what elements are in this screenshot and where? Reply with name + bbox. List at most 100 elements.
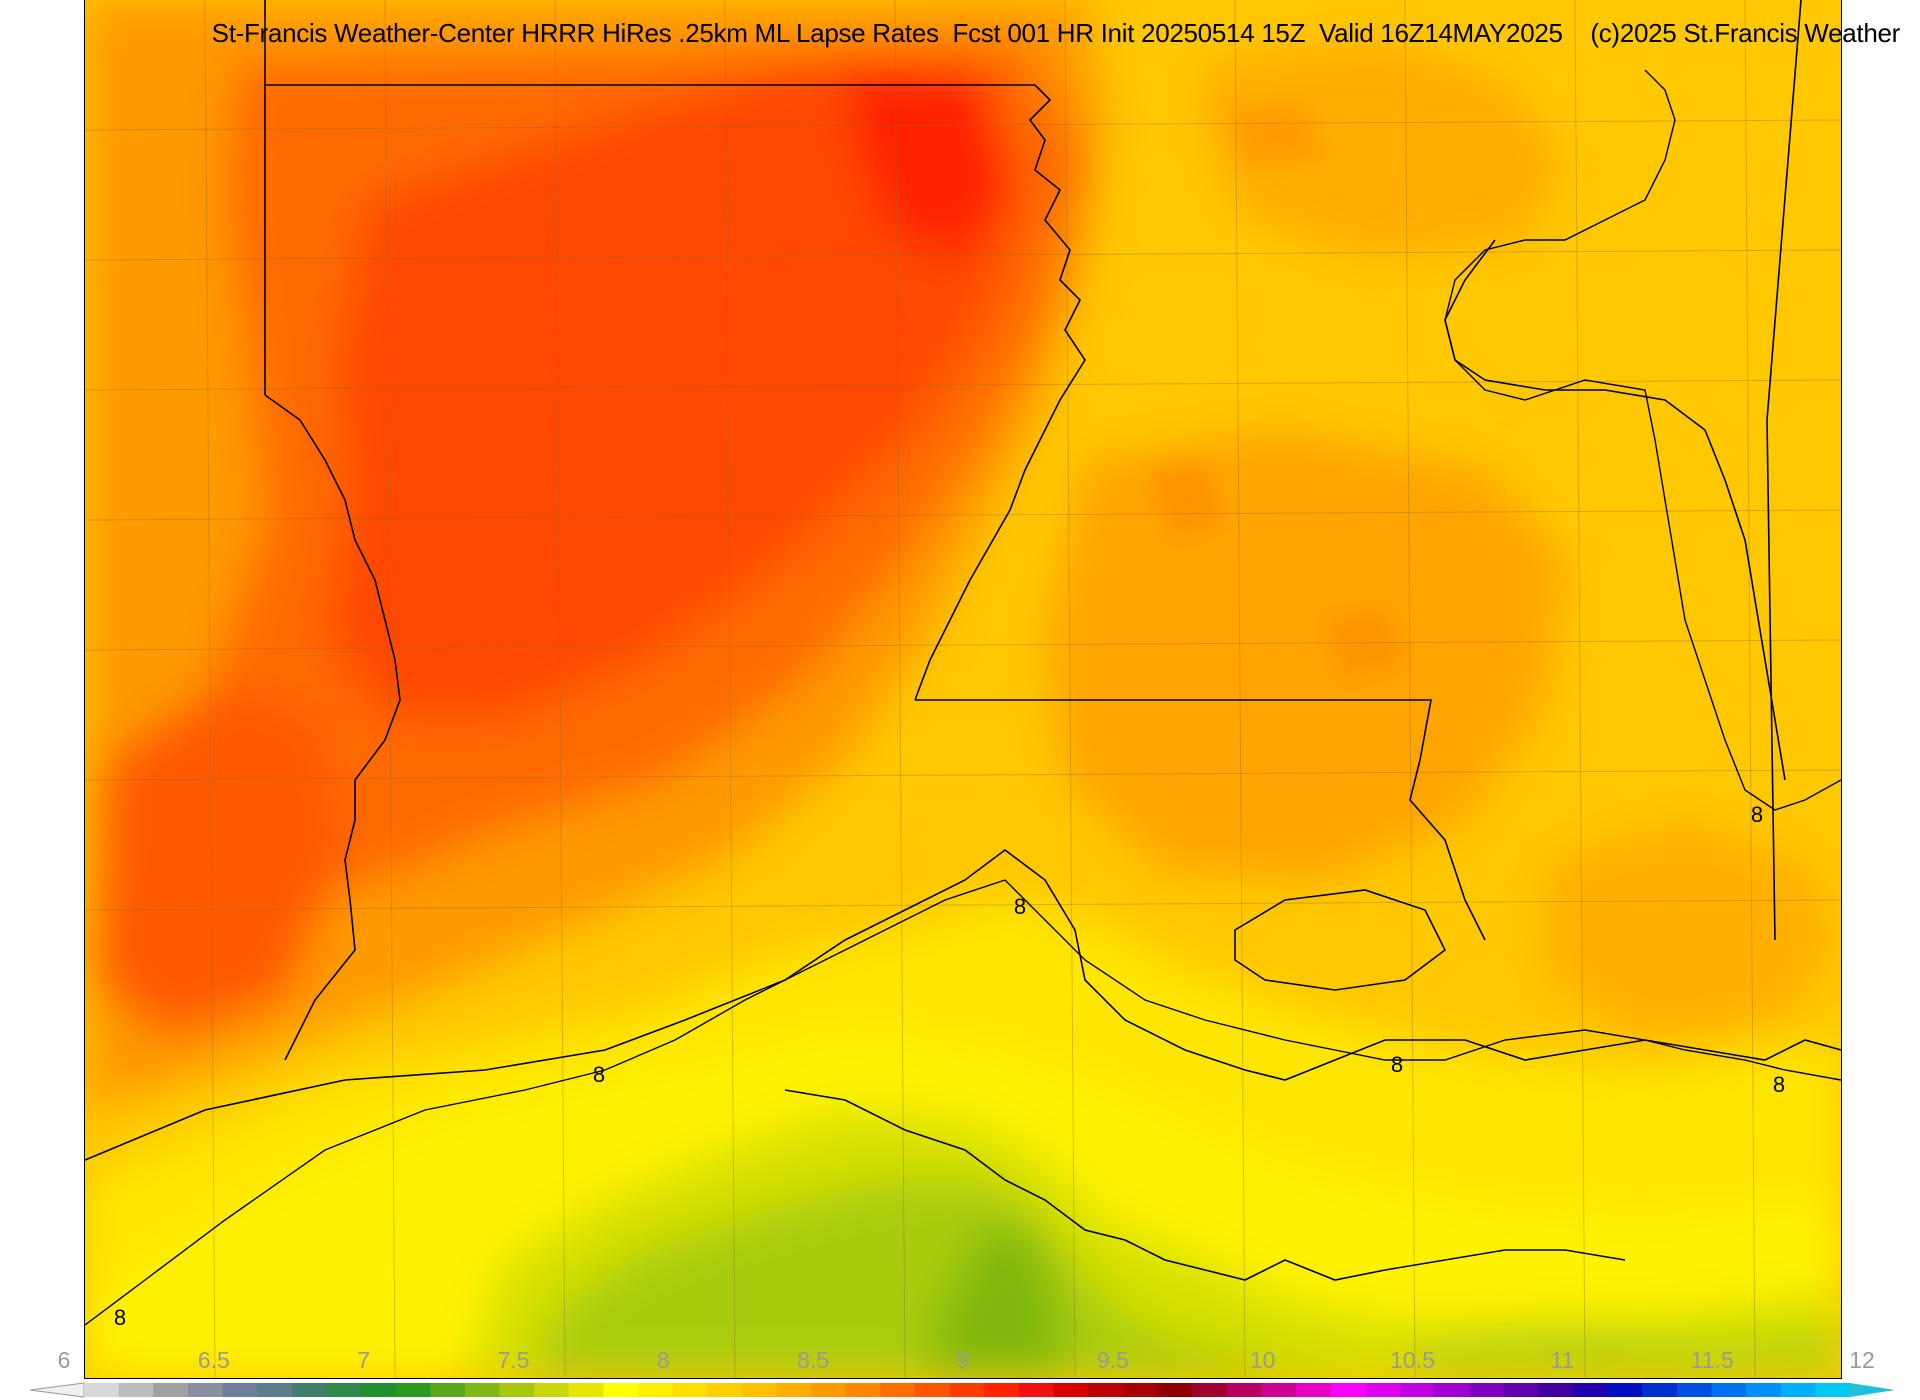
county-line [1574,0,1586,1378]
colorbar-swatch [1815,1383,1851,1397]
colorbar-swatch [984,1383,1020,1397]
colorbar-swatch [638,1383,674,1397]
field-zone-dark-green [925,1220,1065,1378]
colorbar-swatch [291,1383,327,1397]
colorbar-tick-label: 11 [1550,1347,1575,1373]
colorbar-swatch [880,1383,916,1397]
colorbar-swatch [464,1383,501,1397]
colorbar-tick-label: 9 [956,1347,970,1373]
field-zone-green-se [1385,1320,1841,1378]
county-line [724,0,736,1378]
county-line [1744,0,1756,1378]
colorbar-swatch [568,1383,604,1397]
contour-line-8-ne [1444,69,1841,811]
colorbar-swatch [1711,1383,1747,1397]
colorbar-swatch [1572,1383,1609,1397]
contour-line-8-south [85,879,1841,1326]
field-zone-red-sw [95,680,345,1040]
field-speckle-1 [1145,460,1225,540]
contour-label-8: 8 [592,1062,606,1087]
colorbar-swatch [1399,1383,1435,1397]
colorbar-swatch [499,1383,535,1397]
colorbar-tick-label: 10 [1249,1347,1276,1373]
contour-label-8: 8 [113,1305,127,1330]
colorbar-swatch [1503,1383,1539,1397]
field-speckle-3 [1225,100,1325,170]
colorbar-swatch [741,1383,778,1397]
county-line [554,0,566,1378]
field-zone-orange-central [1045,430,1565,880]
county-line [85,899,1841,911]
map-panel: 8 8 8 8 8 8 [84,0,1842,1379]
colorbar-swatch [1780,1383,1816,1397]
field-zone-red [325,60,1025,720]
state-border-river-east [914,84,1086,701]
colorbar-tick-label: 6.5 [197,1347,230,1373]
colorbar-swatch [1746,1383,1782,1397]
colorbar-tick-label: 7.5 [497,1347,530,1373]
lake [1234,889,1447,991]
colorbar-tick-label: 11.5 [1690,1347,1734,1373]
colorbar-swatch [1676,1383,1712,1397]
state-border-north [264,0,1035,395]
field-zone-deep-red [845,60,1015,260]
colorbar-tick-label: 7 [357,1347,371,1373]
colorbar-swatch [1295,1383,1332,1397]
field-speckle-2 [1325,610,1405,680]
county-line [204,0,216,1378]
colorbar-swatch [603,1383,639,1397]
county-line [85,119,1841,131]
colorbar-tick-label: 8.5 [797,1347,830,1373]
county-line [1064,0,1076,1378]
colorbar-swatch [1434,1383,1470,1397]
coastline-bays [784,1089,1626,1281]
county-line [894,0,906,1378]
contour-label-8: 8 [1013,894,1027,919]
field-zone-orange-ne [1205,40,1565,260]
colorbar-swatch [776,1383,812,1397]
colorbar-swatch [187,1383,224,1397]
colorbar-arrow-high [1850,1383,1895,1397]
colorbar-swatch [915,1383,951,1397]
colorbar-tick-label: 12 [1849,1347,1875,1373]
contour-label-8: 8 [1772,1072,1786,1097]
colorbar-swatch [1261,1383,1297,1397]
county-line [384,0,396,1378]
county-line [1234,0,1246,1378]
colorbar-swatch [1122,1383,1158,1397]
colorbar-swatch [118,1383,154,1397]
colorbar-swatch [949,1383,985,1397]
state-border-ms-la [915,699,1486,941]
county-line [85,249,1841,261]
colorbar-swatch [395,1383,431,1397]
lapse-rate-map [85,0,1841,1378]
colorbar-swatch [1365,1383,1401,1397]
colorbar-swatch [1226,1383,1262,1397]
colorbar-swatch [845,1383,881,1397]
colorbar-swatch [672,1383,708,1397]
colorbar-swatch [430,1383,466,1397]
state-border-east [1766,0,1802,941]
colorbar-swatch [1538,1383,1574,1397]
colorbar-tick-label: 9.5 [1096,1347,1129,1373]
colorbar-tick-label: 10.5 [1390,1347,1435,1373]
field-zone-green [525,1180,1385,1378]
colorbar-swatch [84,1383,120,1397]
contour-label-8: 8 [1750,802,1764,827]
colorbar-arrow-low [30,1382,85,1398]
colorbar-swatch [1088,1383,1124,1397]
colorbar-swatch [534,1383,570,1397]
colorbar-swatch [257,1383,293,1397]
colorbar-swatch [1053,1383,1089,1397]
colorbar-tick-label: 8 [656,1347,670,1373]
colorbar-swatch [707,1383,743,1397]
colorbar-swatch [153,1383,189,1397]
colorbar-swatch [1642,1383,1678,1397]
colorbar-tick-label: 6 [57,1347,71,1373]
state-border-west-river [264,394,401,1061]
county-line [1404,0,1416,1378]
county-line [85,639,1841,651]
map-title: St-Francis Weather-Center HRRR HiRes .25… [211,18,1901,48]
county-line [85,509,1841,521]
contour-label-8: 8 [1390,1052,1404,1077]
